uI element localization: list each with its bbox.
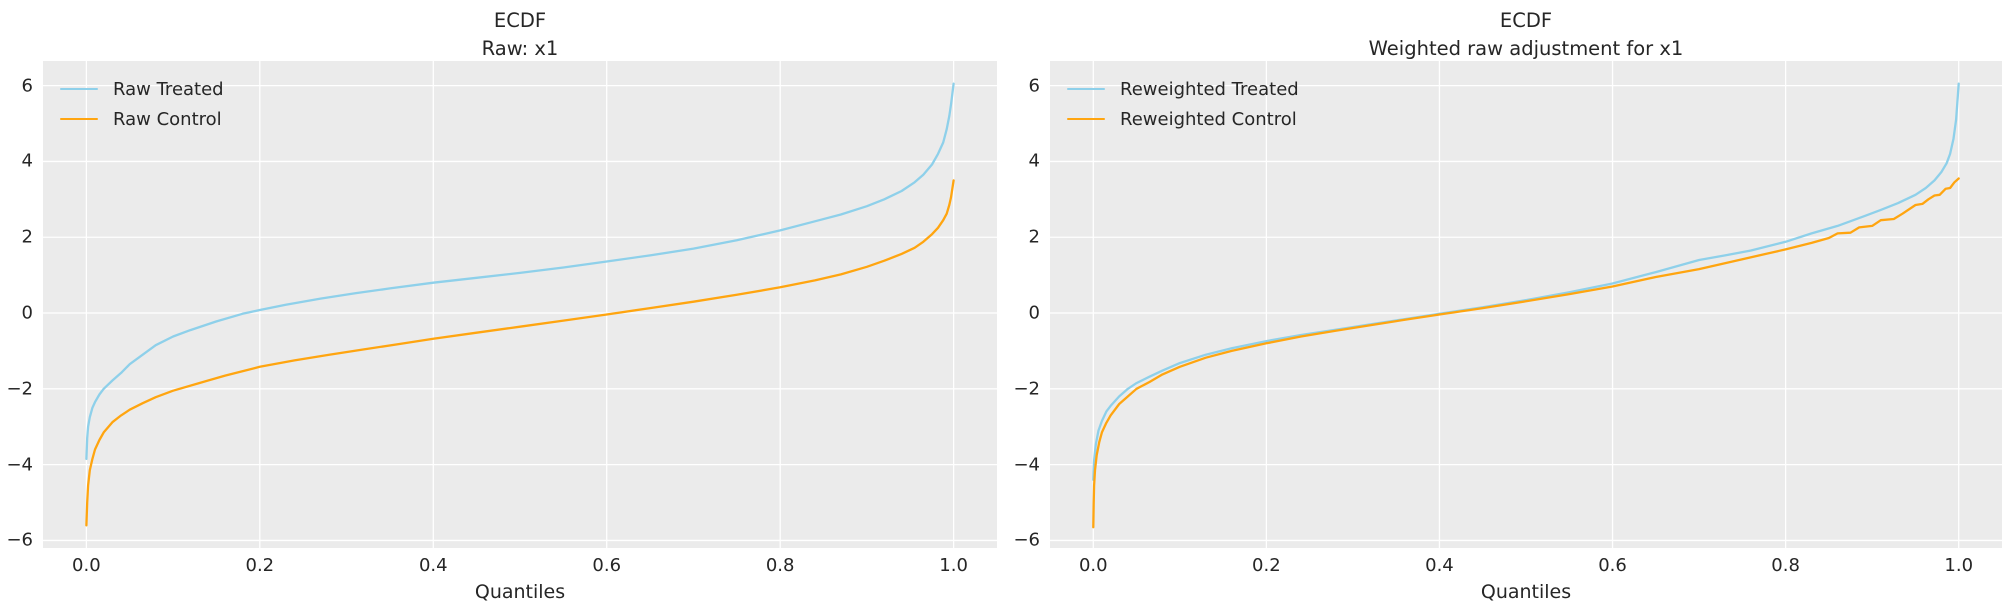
legend-line-swatch (1067, 118, 1105, 120)
y-tick-label: 6 (1028, 75, 1040, 97)
legend-label: Raw Treated (113, 78, 224, 100)
title-line-2: Raw: x1 (481, 37, 559, 61)
y-tick-label: −4 (6, 454, 33, 476)
x-axis-label-0: Quantiles (474, 581, 566, 603)
y-tick-label: −4 (1013, 454, 1040, 476)
legend-0: Raw Treated Raw Control (60, 74, 224, 134)
x-tick-label: 0.2 (1252, 555, 1281, 576)
legend-label: Raw Control (113, 108, 222, 130)
series-line-reweighted-control (1092, 177, 1960, 529)
x-tick-label: 0.8 (765, 555, 795, 576)
x-tick-label: 0.4 (418, 555, 448, 576)
legend-line-swatch (60, 118, 98, 120)
x-tick-label: 0.8 (1771, 555, 1800, 576)
legend-line-swatch (1067, 88, 1105, 90)
chart-title-0: ECDF Raw: x1 (482, 7, 559, 64)
y-tick-label: 2 (1028, 226, 1040, 248)
x-tick-label: 0.0 (1078, 555, 1108, 576)
x-tick-label: 0.4 (1425, 555, 1454, 576)
title-line-2: Weighted raw adjustment for x1 (1368, 37, 1684, 61)
plot-area-0: Raw Treated Raw Control (43, 61, 997, 548)
y-tick-label: 6 (21, 75, 33, 97)
chart-canvas-0 (43, 61, 997, 548)
legend-entry-raw-control: Raw Control (60, 104, 224, 134)
legend-entry-raw-treated: Raw Treated (60, 74, 224, 104)
x-tick-label: 1.0 (939, 555, 968, 576)
x-tick-label: 0.0 (72, 555, 101, 576)
legend-label: Reweighted Treated (1120, 78, 1299, 100)
legend-line-swatch (60, 88, 98, 90)
x-tick-label: 0.6 (592, 555, 622, 576)
x-tick-label: 1.0 (1944, 555, 1974, 576)
y-tick-label: −2 (6, 378, 33, 400)
y-tick-label: 4 (21, 150, 33, 172)
y-tick-label: 0 (1028, 302, 1040, 324)
y-tick-label: −6 (1013, 529, 1040, 551)
y-tick-label: −6 (6, 529, 33, 551)
y-tick-label: −2 (1013, 378, 1040, 400)
chart-canvas-1 (1050, 61, 2002, 548)
legend-entry-reweighted-treated: Reweighted Treated (1067, 74, 1299, 104)
plot-area-1: Reweighted Treated Reweighted Control (1050, 61, 2002, 548)
title-line-1: ECDF (1499, 9, 1553, 32)
legend-entry-reweighted-control: Reweighted Control (1067, 104, 1299, 134)
x-tick-label: 0.6 (1598, 555, 1627, 576)
series-line-reweighted-treated (1092, 82, 1960, 481)
series-line-raw-treated (85, 82, 955, 461)
series-line-raw-control (85, 179, 955, 527)
x-axis-label-1: Quantiles (1480, 581, 1572, 603)
y-tick-label: 0 (21, 302, 33, 324)
title-line-1: ECDF (493, 9, 547, 32)
legend-1: Reweighted Treated Reweighted Control (1067, 74, 1299, 134)
y-tick-label: 4 (1028, 150, 1040, 172)
chart-title-1: ECDF Weighted raw adjustment for x1 (1369, 7, 1684, 64)
x-tick-label: 0.2 (245, 555, 275, 576)
y-tick-label: 2 (21, 226, 33, 248)
legend-label: Reweighted Control (1120, 108, 1297, 130)
